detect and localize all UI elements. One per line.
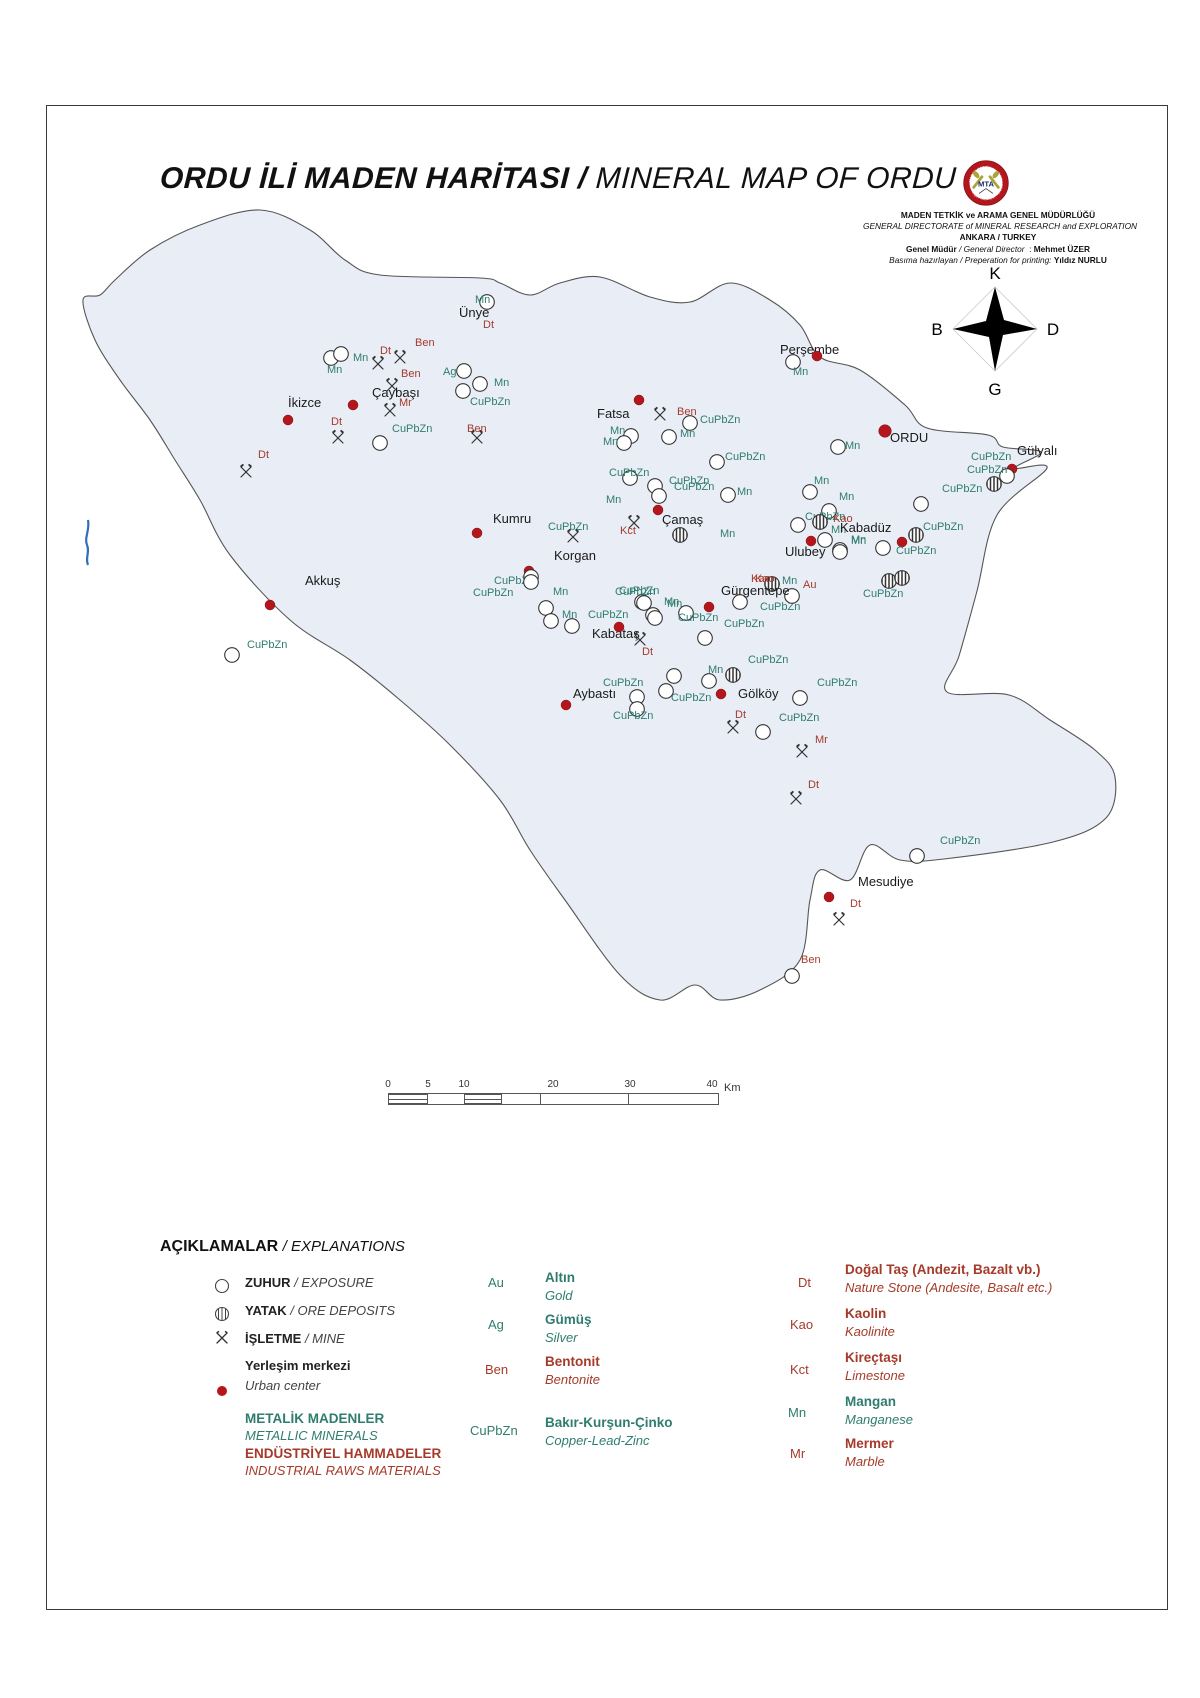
svg-text:Mn: Mn bbox=[494, 377, 509, 389]
svg-text:CuPbZn: CuPbZn bbox=[470, 396, 510, 408]
svg-text:CuPbZn: CuPbZn bbox=[971, 451, 1011, 463]
svg-text:Dt: Dt bbox=[735, 709, 746, 721]
svg-text:Mn: Mn bbox=[720, 528, 735, 540]
svg-text:CuPbZn: CuPbZn bbox=[671, 692, 711, 704]
svg-text:Kumru: Kumru bbox=[493, 511, 531, 526]
svg-text:CuPbZn: CuPbZn bbox=[923, 521, 963, 533]
svg-text:Mn: Mn bbox=[737, 486, 752, 498]
svg-text:Ben: Ben bbox=[401, 368, 421, 380]
svg-text:Mn: Mn bbox=[667, 598, 682, 610]
svg-text:Çamaş: Çamaş bbox=[662, 512, 704, 527]
svg-text:CuPbZn: CuPbZn bbox=[615, 586, 655, 598]
svg-text:Kabadüz: Kabadüz bbox=[840, 520, 891, 535]
svg-text:Mesudiye: Mesudiye bbox=[858, 874, 914, 889]
svg-text:Ben: Ben bbox=[415, 337, 435, 349]
svg-text:Au: Au bbox=[803, 579, 816, 591]
svg-text:CuPbZn: CuPbZn bbox=[725, 451, 765, 463]
svg-text:G: G bbox=[988, 380, 1001, 399]
svg-text:CuPbZn: CuPbZn bbox=[609, 467, 649, 479]
svg-text:Perşembe: Perşembe bbox=[780, 342, 839, 357]
svg-text:Mn: Mn bbox=[603, 436, 618, 448]
svg-text:Kct: Kct bbox=[620, 525, 636, 537]
svg-text:CuPbZn: CuPbZn bbox=[863, 588, 903, 600]
svg-text:Mn: Mn bbox=[839, 491, 854, 503]
svg-text:Ag: Ag bbox=[443, 366, 456, 378]
svg-text:Mn: Mn bbox=[553, 586, 568, 598]
svg-text:ORDU: ORDU bbox=[890, 430, 928, 445]
svg-text:CuPbZn: CuPbZn bbox=[674, 481, 714, 493]
svg-text:Korgan: Korgan bbox=[554, 548, 596, 563]
svg-text:Gürgentepe: Gürgentepe bbox=[721, 583, 790, 598]
svg-text:CuPbZn: CuPbZn bbox=[392, 423, 432, 435]
svg-text:Ben: Ben bbox=[801, 954, 821, 966]
svg-text:Gülyalı: Gülyalı bbox=[1017, 443, 1057, 458]
svg-text:Mr: Mr bbox=[815, 734, 828, 746]
svg-text:CuPbZn: CuPbZn bbox=[940, 835, 980, 847]
svg-text:Ben: Ben bbox=[467, 423, 487, 435]
svg-text:Dt: Dt bbox=[380, 345, 391, 357]
svg-text:Gölköy: Gölköy bbox=[738, 686, 779, 701]
svg-text:Dt: Dt bbox=[258, 449, 269, 461]
svg-text:İkizce: İkizce bbox=[288, 395, 321, 410]
svg-text:Mn: Mn bbox=[793, 366, 808, 378]
svg-text:Mr: Mr bbox=[399, 397, 412, 409]
svg-text:CuPbZn: CuPbZn bbox=[603, 677, 643, 689]
svg-text:Fatsa: Fatsa bbox=[597, 406, 630, 421]
svg-text:CuPbZn: CuPbZn bbox=[779, 712, 819, 724]
svg-text:Ulubey: Ulubey bbox=[785, 544, 826, 559]
svg-text:Mn: Mn bbox=[845, 440, 860, 452]
svg-text:CuPbZn: CuPbZn bbox=[247, 639, 287, 651]
svg-text:Mn: Mn bbox=[814, 475, 829, 487]
svg-text:Mn: Mn bbox=[680, 428, 695, 440]
svg-text:CuPbZn: CuPbZn bbox=[678, 612, 718, 624]
svg-text:Mn: Mn bbox=[327, 364, 342, 376]
svg-text:Dt: Dt bbox=[483, 319, 494, 331]
svg-text:Akkuş: Akkuş bbox=[305, 573, 341, 588]
svg-text:CuPbZn: CuPbZn bbox=[967, 464, 1007, 476]
svg-text:Mn: Mn bbox=[851, 534, 866, 546]
svg-text:CuPbZn: CuPbZn bbox=[817, 677, 857, 689]
svg-text:D: D bbox=[1047, 320, 1059, 339]
svg-text:CuPbZn: CuPbZn bbox=[896, 545, 936, 557]
svg-text:Dt: Dt bbox=[642, 646, 653, 658]
svg-text:Mn: Mn bbox=[606, 494, 621, 506]
svg-text:B: B bbox=[931, 320, 942, 339]
svg-text:CuPbZn: CuPbZn bbox=[724, 618, 764, 630]
svg-text:Mn: Mn bbox=[475, 294, 490, 306]
svg-text:Mn: Mn bbox=[353, 352, 368, 364]
svg-text:CuPbZn: CuPbZn bbox=[588, 609, 628, 621]
svg-text:CuPbZn: CuPbZn bbox=[748, 654, 788, 666]
svg-text:CuPbZn: CuPbZn bbox=[942, 483, 982, 495]
svg-text:CuPbZn: CuPbZn bbox=[613, 710, 653, 722]
svg-text:CuPbZn: CuPbZn bbox=[700, 414, 740, 426]
svg-text:Dt: Dt bbox=[808, 779, 819, 791]
svg-text:Çaybaşı: Çaybaşı bbox=[372, 385, 420, 400]
svg-text:Dt: Dt bbox=[850, 898, 861, 910]
svg-text:Dt: Dt bbox=[331, 416, 342, 428]
svg-text:K: K bbox=[989, 264, 1001, 283]
svg-text:CuPbZn: CuPbZn bbox=[473, 587, 513, 599]
